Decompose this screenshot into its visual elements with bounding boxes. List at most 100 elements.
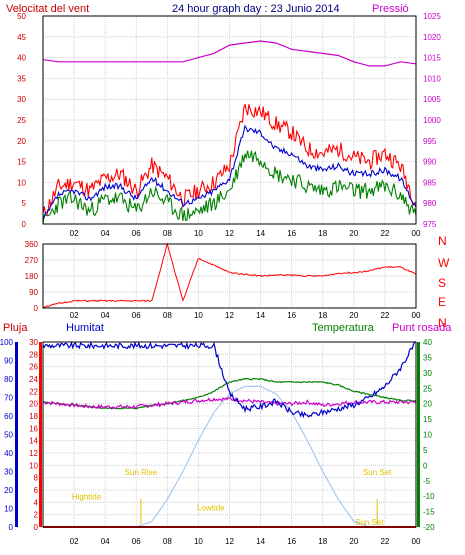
rain-y-tick-label: 2 <box>34 511 39 520</box>
direction-y-tick-label: 0 <box>34 304 39 313</box>
pressure-y-tick-label: 990 <box>423 158 437 167</box>
wind-y-tick-label: 40 <box>17 54 26 63</box>
direction-letter: N <box>438 316 447 330</box>
wind-y-tick-label: 20 <box>17 137 26 146</box>
x-tick-label: 00 <box>412 537 421 546</box>
tide-sun-annotation: Lowtide <box>197 503 225 512</box>
x-tick-label: 12 <box>225 229 234 238</box>
direction-letter: N <box>438 234 447 248</box>
humidity-y-tick-label: 100 <box>0 338 14 347</box>
temperature-y-tick-label: 35 <box>423 353 432 362</box>
pressure-line <box>42 40 417 67</box>
rain-y-tick-label: 24 <box>29 375 38 384</box>
x-tick-label: 18 <box>318 311 327 320</box>
humidity-axis-bar <box>15 342 18 527</box>
x-tick-label: 12 <box>225 537 234 546</box>
rain-y-tick-label: 10 <box>29 461 38 470</box>
x-tick-label: 10 <box>194 311 203 320</box>
x-tick-label: 22 <box>380 229 389 238</box>
x-tick-label: 14 <box>256 229 265 238</box>
tide-sun-annotation: Sun Set <box>355 518 384 527</box>
wind-avg-line <box>42 124 417 220</box>
direction-letter: S <box>438 276 446 290</box>
wind-min-line <box>42 150 417 225</box>
x-tick-label: 22 <box>380 537 389 546</box>
rain-label: Pluja <box>3 322 28 334</box>
direction-letter: W <box>438 256 450 270</box>
x-tick-label: 16 <box>287 537 296 546</box>
rain-y-tick-label: 8 <box>34 474 39 483</box>
wind-gust-line <box>42 104 417 216</box>
dewpoint-label: Punt rosada <box>392 322 452 334</box>
humidity-y-tick-label: 30 <box>4 468 13 477</box>
humidity-y-tick-label: 40 <box>4 449 13 458</box>
humidity-y-tick-label: 20 <box>4 486 13 495</box>
rain-y-tick-label: 0 <box>34 523 39 532</box>
x-tick-label: 10 <box>194 537 203 546</box>
wind-y-tick-label: 5 <box>22 199 27 208</box>
rain-y-tick-label: 16 <box>29 424 38 433</box>
humidity-y-tick-label: 70 <box>4 394 13 403</box>
humidity-line <box>42 341 416 419</box>
x-tick-label: 00 <box>412 229 421 238</box>
humidity-y-tick-label: 10 <box>4 505 13 514</box>
x-tick-label: 06 <box>132 229 141 238</box>
x-tick-label: 14 <box>256 311 265 320</box>
tide-sun-annotation: Hightide <box>72 492 102 501</box>
x-tick-label: 20 <box>349 311 358 320</box>
humidity-y-tick-label: 0 <box>9 523 14 532</box>
temperature-y-tick-label: 5 <box>423 446 428 455</box>
x-tick-label: 16 <box>287 311 296 320</box>
pressure-y-tick-label: 1000 <box>423 116 441 125</box>
x-tick-label: 00 <box>412 311 421 320</box>
rain-y-tick-label: 6 <box>34 486 39 495</box>
x-tick-label: 08 <box>163 311 172 320</box>
temperature-y-tick-label: 25 <box>423 384 432 393</box>
wind-y-tick-label: 10 <box>17 178 26 187</box>
humidity-y-tick-label: 90 <box>4 357 13 366</box>
pressure-y-tick-label: 980 <box>423 199 437 208</box>
x-tick-label: 16 <box>287 229 296 238</box>
rain-y-tick-label: 28 <box>29 350 38 359</box>
x-tick-label: 04 <box>101 311 110 320</box>
x-tick-label: 12 <box>225 311 234 320</box>
rain-y-tick-label: 22 <box>29 387 38 396</box>
x-tick-label: 02 <box>70 311 79 320</box>
temperature-y-tick-label: -5 <box>423 477 431 486</box>
wind-plot-frame <box>42 15 417 225</box>
wind-y-tick-label: 15 <box>17 158 26 167</box>
x-tick-label: 06 <box>132 311 141 320</box>
temperature-y-tick-label: 15 <box>423 415 432 424</box>
wind-axis-title: Velocitat del vent <box>6 3 89 15</box>
humidity-y-tick-label: 80 <box>4 375 13 384</box>
wind-y-tick-label: 25 <box>17 116 26 125</box>
x-tick-label: 14 <box>256 537 265 546</box>
climate-plot-frame <box>42 341 417 528</box>
temperature-y-tick-label: 20 <box>423 400 432 409</box>
x-tick-label: 02 <box>70 229 79 238</box>
pressure-y-tick-label: 1010 <box>423 74 441 83</box>
temperature-line <box>42 377 417 410</box>
pressure-y-tick-label: 995 <box>423 137 437 146</box>
x-tick-label: 22 <box>380 311 389 320</box>
direction-y-tick-label: 360 <box>25 240 39 249</box>
temperature-label: Temperatura <box>312 322 375 334</box>
pressure-y-tick-label: 975 <box>423 220 437 229</box>
tide-sun-annotation: Sun Set <box>363 468 392 477</box>
temperature-y-tick-label: 40 <box>423 338 432 347</box>
pressure-axis-title: Pressió <box>372 3 409 15</box>
humidity-label: Humitat <box>66 322 104 334</box>
humidity-y-tick-label: 50 <box>4 431 13 440</box>
rain-y-tick-label: 30 <box>29 338 38 347</box>
temperature-y-tick-label: -15 <box>423 508 435 517</box>
humidity-y-tick-label: 60 <box>4 412 13 421</box>
wind-y-tick-label: 30 <box>17 95 26 104</box>
pressure-y-tick-label: 1020 <box>423 33 441 42</box>
pressure-y-tick-label: 1025 <box>423 12 441 21</box>
x-tick-label: 18 <box>318 537 327 546</box>
temperature-y-tick-label: -10 <box>423 492 435 501</box>
wind-y-tick-label: 45 <box>17 33 26 42</box>
pressure-y-tick-label: 1015 <box>423 54 441 63</box>
x-tick-label: 08 <box>163 229 172 238</box>
tide-sun-annotation: Sun Rise <box>125 468 158 477</box>
